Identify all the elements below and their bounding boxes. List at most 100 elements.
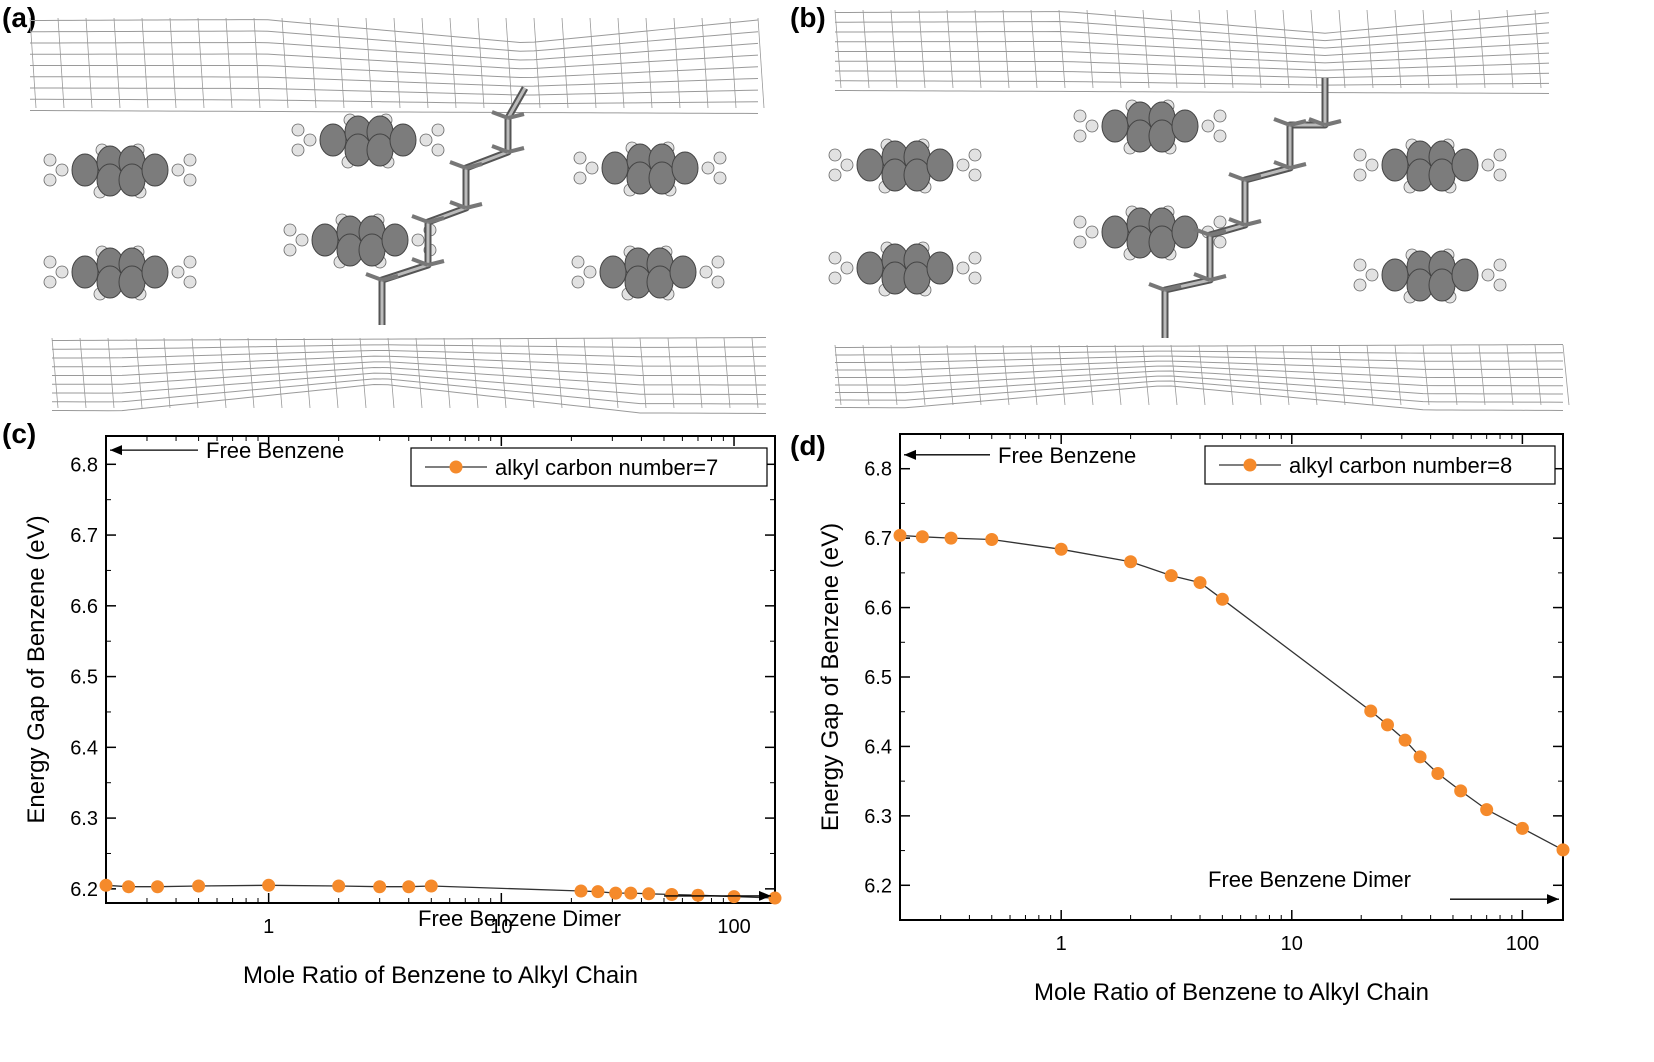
y-tick-label: 6.6 [864,598,892,620]
data-point [893,528,907,542]
molecular-structure-a [29,17,767,414]
data-point [1398,733,1412,747]
y-tick-label: 6.6 [70,596,98,618]
data-point [665,888,679,902]
alkyl-chain [365,86,529,325]
legend: alkyl carbon number=7 [410,447,768,487]
graphene-sheet-bottom [834,344,1570,411]
data-point [624,886,638,900]
y-axis-label: Energy Gap of Benzene (eV) [23,515,50,823]
panel-label-c: (c) [2,418,37,449]
data-point [1124,555,1138,569]
data-point [402,880,416,894]
panel-label-d: (d) [790,430,826,461]
data-point [985,533,999,547]
x-axis-label: Mole Ratio of Benzene to Alkyl Chain [1034,979,1429,1006]
free-benzene-dimer-arrowhead [759,890,771,901]
data-point [1413,750,1427,764]
x-tick-label: 1 [263,916,274,938]
benzene-molecule [43,143,197,199]
chart-c: 1 10 100 6.2 6.3 6.4 6.5 6.6 6.7 6.8 Mole Ratio of… [23,435,782,989]
x-tick-label: 100 [717,916,750,938]
y-tick-label: 6.7 [864,528,892,550]
legend-box [1204,445,1556,485]
chart-d: 1 10 100 6.2 6.3 6.4 6.5 6.6 6.7 6.8 Mole Ratio of… [820,433,1570,1006]
data-point [691,888,705,902]
data-point [1556,843,1570,857]
benzene-molecule [1353,138,1507,194]
y-tick-label: 6.5 [70,667,98,689]
data-point [332,879,346,893]
benzene-molecule [828,138,982,194]
free-benzene-dimer-label: Free Benzene Dimer [1208,867,1411,892]
data-point [192,879,206,893]
graphene-sheet-bottom [51,337,767,414]
data-point [1054,542,1068,556]
free-benzene-label: Free Benzene [998,443,1136,468]
data-point [1193,576,1207,590]
data-point [609,886,623,900]
data-point [727,890,741,904]
benzene-molecule [828,241,982,297]
data-point [944,531,958,545]
legend-marker [1243,458,1257,472]
data-point [1380,718,1394,732]
y-tick-label: 6.8 [864,459,892,481]
plot-frame [105,435,776,904]
x-tick-label: 1 [1056,933,1067,955]
x-tick-label: 10 [1281,933,1303,955]
alkyl-chain [1148,78,1342,338]
data-point [1431,767,1445,781]
benzene-molecule [283,213,437,269]
y-tick-label: 6.3 [70,808,98,830]
data-point [768,891,782,905]
data-point [1480,803,1494,817]
y-tick-label: 6.4 [70,737,98,759]
plot-frame [899,433,1564,921]
data-point [122,880,136,894]
panel-label-b: (b) [790,2,826,33]
y-tick-label: 6.8 [70,454,98,476]
x-tick-label: 100 [1506,933,1539,955]
data-point [1164,569,1178,583]
data-point [1454,784,1468,798]
legend: alkyl carbon number=8 [1204,445,1556,485]
data-point [262,878,276,892]
data-point [424,879,438,893]
benzene-molecule [571,245,725,301]
graphene-sheet-top [29,17,765,114]
benzene-molecule [573,141,727,197]
data-point [99,878,113,892]
free-benzene-arrowhead [110,445,122,456]
y-tick-label: 6.5 [864,667,892,689]
benzene-molecule [43,245,197,301]
data-point [151,880,165,894]
x-axis-label: Mole Ratio of Benzene to Alkyl Chain [243,962,638,989]
benzene-molecule [291,113,445,169]
x-tick-label: 10 [490,916,512,938]
graphene-sheet-top [834,9,1550,94]
free-benzene-dimer-arrowhead [1547,894,1559,905]
data-point [642,887,656,901]
data-point [373,880,387,894]
data-point [915,530,929,544]
y-tick-label: 6.3 [864,806,892,828]
legend-label: alkyl carbon number=7 [495,455,718,480]
y-axis-label: Energy Gap of Benzene (eV) [820,523,844,831]
data-point [1215,592,1229,606]
data-point [574,884,588,898]
y-tick-label: 6.2 [70,879,98,901]
benzene-molecule [1353,248,1507,304]
free-benzene-dimer-label: Free Benzene Dimer [418,906,621,931]
benzene-molecule [1073,205,1227,261]
data-point [591,885,605,899]
y-tick-label: 6.2 [864,875,892,897]
y-tick-label: 6.4 [864,736,892,758]
data-point [1515,821,1529,835]
free-benzene-arrowhead [904,449,916,460]
benzene-molecule [1073,99,1227,155]
free-benzene-label: Free Benzene [206,438,344,463]
series-line [899,534,1564,851]
molecular-structure-b [828,9,1570,411]
y-tick-label: 6.7 [70,525,98,547]
